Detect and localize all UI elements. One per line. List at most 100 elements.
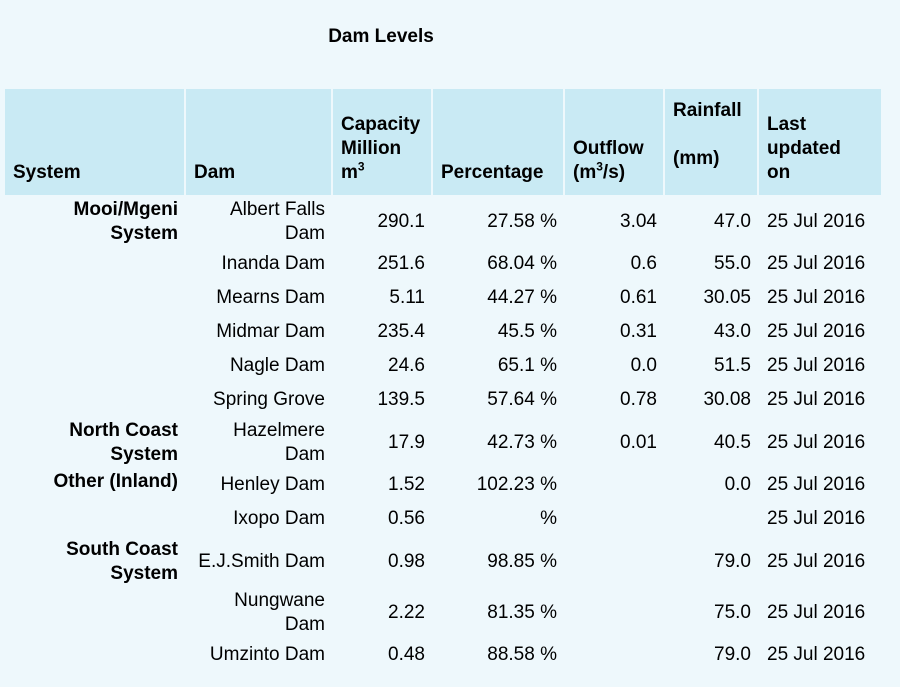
rainfall-cell: 43.0 <box>714 321 751 342</box>
system-cell <box>5 503 184 535</box>
rainfall-cell: 0.0 <box>724 474 751 495</box>
updated-cell: 25 Jul 2016 <box>767 355 866 376</box>
percentage-cell: 42.73 % <box>487 431 557 453</box>
system-cell <box>5 588 184 637</box>
system-cell: North Coast System <box>69 420 178 465</box>
system-cell <box>5 248 184 280</box>
capacity-cell: 1.52 <box>388 474 425 495</box>
rainfall-cell <box>665 503 757 535</box>
rainfall-cell: 55.0 <box>714 253 751 274</box>
page-title: Dam Levels <box>328 26 434 47</box>
rainfall-cell: 47.0 <box>714 210 751 232</box>
table-row: Spring Grove 139.5 57.64 % 0.78 30.08 25… <box>5 384 881 416</box>
rainfall-cell: 30.08 <box>703 389 751 410</box>
updated-cell: 25 Jul 2016 <box>767 644 866 665</box>
rainfall-cell: 51.5 <box>714 355 751 376</box>
col-header-rainfall: Rainfall (mm) <box>665 89 757 195</box>
outflow-cell: 0.78 <box>620 389 657 410</box>
outflow-cell <box>565 639 663 671</box>
percentage-cell: 68.04 % <box>487 253 557 274</box>
updated-cell: 25 Jul 2016 <box>767 431 866 453</box>
capacity-cell: 5.11 <box>389 287 425 308</box>
outflow-cell: 0.6 <box>630 253 657 274</box>
system-cell: South Coast System <box>66 539 178 584</box>
updated-cell: 25 Jul 2016 <box>767 210 866 232</box>
percentage-cell: 44.27 % <box>487 287 557 308</box>
table-row: Nagle Dam 24.6 65.1 % 0.0 51.5 25 Jul 20… <box>5 350 881 382</box>
rainfall-cell: 79.0 <box>714 644 751 665</box>
dam-cell: Mearns Dam <box>216 287 325 308</box>
capacity-cell: 0.48 <box>388 644 425 665</box>
col-header-capacity: Capacity Million m3 <box>333 89 431 195</box>
system-cell: Mooi/Mgeni System <box>73 199 178 244</box>
percentage-cell: 98.85 % <box>487 550 557 572</box>
table-row: Mooi/Mgeni System Albert Falls Dam 290.1… <box>5 197 881 246</box>
dam-cell: Ixopo Dam <box>233 508 325 529</box>
rainfall-cell: 79.0 <box>714 550 751 572</box>
percentage-cell: 81.35 % <box>487 601 557 623</box>
table-row: Umzinto Dam 0.48 88.58 % 79.0 25 Jul 201… <box>5 639 881 671</box>
percentage-cell: 88.58 % <box>487 644 557 665</box>
outflow-cell <box>565 537 663 586</box>
capacity-cell: 139.5 <box>377 389 425 410</box>
system-cell <box>5 282 184 314</box>
updated-cell: 25 Jul 2016 <box>767 601 866 623</box>
dam-cell: Spring Grove <box>213 389 325 410</box>
col-header-dam: Dam <box>186 89 331 195</box>
system-cell <box>5 384 184 416</box>
table-row: Midmar Dam 235.4 45.5 % 0.31 43.0 25 Jul… <box>5 316 881 348</box>
rainfall-cell: 75.0 <box>714 601 751 623</box>
table-row: South Coast System E.J.Smith Dam 0.98 98… <box>5 537 881 586</box>
outflow-cell: 0.0 <box>630 355 657 376</box>
percentage-cell: % <box>540 508 557 529</box>
outflow-cell: 3.04 <box>620 210 657 232</box>
table-row: Mearns Dam 5.11 44.27 % 0.61 30.05 25 Ju… <box>5 282 881 314</box>
updated-cell: 25 Jul 2016 <box>767 321 866 342</box>
table-row: North Coast System Hazelmere Dam 17.9 42… <box>5 418 881 467</box>
updated-cell: 25 Jul 2016 <box>767 389 866 410</box>
updated-cell: 25 Jul 2016 <box>767 474 866 495</box>
dam-cell: Henley Dam <box>220 474 325 495</box>
table-row: Nungwane Dam 2.22 81.35 % 75.0 25 Jul 20… <box>5 588 881 637</box>
percentage-cell: 27.58 % <box>487 210 557 232</box>
system-cell: Other (Inland) <box>53 471 178 492</box>
col-header-percentage: Percentage <box>433 89 563 195</box>
capacity-cell: 2.22 <box>388 601 425 623</box>
outflow-cell <box>565 469 663 501</box>
dam-cell: E.J.Smith Dam <box>198 550 325 572</box>
capacity-cell: 251.6 <box>377 253 425 274</box>
percentage-cell: 65.1 % <box>497 355 557 376</box>
system-cell <box>5 350 184 382</box>
col-header-outflow: Outflow (m3/s) <box>565 89 663 195</box>
col-header-system: System <box>5 89 184 195</box>
updated-cell: 25 Jul 2016 <box>767 287 866 308</box>
rainfall-cell: 30.05 <box>703 287 751 308</box>
capacity-cell: 290.1 <box>377 210 425 232</box>
updated-cell: 25 Jul 2016 <box>767 253 866 274</box>
table-row: Other (Inland) Henley Dam 1.52 102.23 % … <box>5 469 881 501</box>
dam-levels-table: System Dam Capacity Million m3 Percentag… <box>3 87 883 673</box>
outflow-cell: 0.31 <box>620 321 657 342</box>
dam-cell: Umzinto Dam <box>209 644 325 665</box>
system-cell <box>5 316 184 348</box>
outflow-cell <box>565 588 663 637</box>
outflow-cell <box>565 503 663 535</box>
dam-cell: Nagle Dam <box>229 355 325 376</box>
system-cell <box>5 639 184 671</box>
updated-cell: 25 Jul 2016 <box>767 508 866 529</box>
updated-cell: 25 Jul 2016 <box>767 550 866 572</box>
header-row: System Dam Capacity Million m3 Percentag… <box>5 89 881 195</box>
dam-cell: Albert Falls Dam <box>229 198 325 244</box>
dam-cell: Nungwane Dam <box>234 589 325 635</box>
percentage-cell: 102.23 % <box>476 474 557 495</box>
dam-cell: Hazelmere Dam <box>233 419 325 465</box>
capacity-cell: 0.98 <box>388 550 425 572</box>
capacity-cell: 0.56 <box>388 508 425 529</box>
outflow-cell: 0.01 <box>620 431 657 453</box>
capacity-cell: 235.4 <box>377 321 425 342</box>
dam-cell: Midmar Dam <box>216 321 325 342</box>
outflow-cell: 0.61 <box>620 287 657 308</box>
capacity-cell: 17.9 <box>388 431 425 453</box>
rainfall-cell: 40.5 <box>714 431 751 453</box>
